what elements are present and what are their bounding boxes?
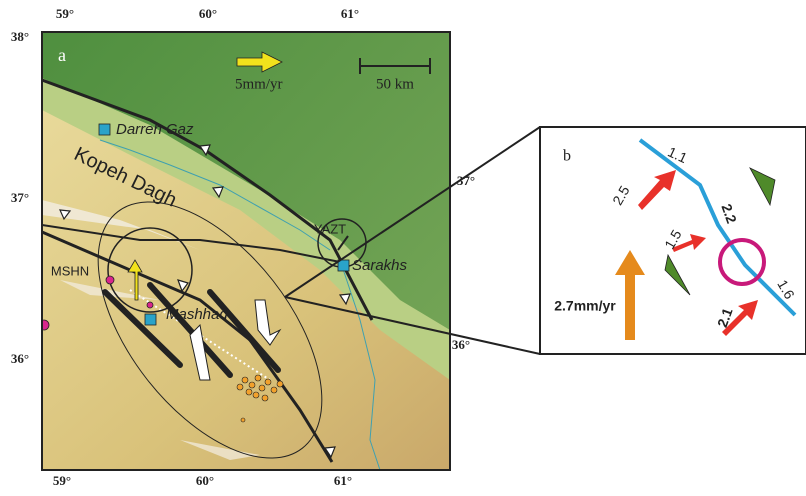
lon-label: 60°: [196, 473, 214, 488]
panel-label: b: [563, 148, 571, 165]
panel-label: a: [58, 45, 66, 65]
place-label: Darreh Gaz: [116, 121, 194, 138]
lat-label: 37°: [11, 190, 29, 205]
lon-label: 60°: [199, 6, 217, 21]
station-label: MSHN: [51, 263, 89, 278]
velocity-scale: 5mm/yr: [235, 76, 283, 92]
place-label: Sarakhs: [352, 257, 408, 274]
place-label: Mashhad: [166, 306, 228, 323]
lon-label: 61°: [341, 6, 359, 21]
distance-scale: 50 km: [376, 76, 414, 92]
velocity-label: 2.7mm/yr: [554, 298, 616, 314]
lon-label: 59°: [56, 6, 74, 21]
station-label: YAZT: [314, 221, 346, 236]
lon-label: 59°: [53, 473, 71, 488]
lat-label: 36°: [11, 351, 29, 366]
lat-label: 38°: [11, 29, 29, 44]
figure: 59° 60° 61° 59° 60° 61° 38° 37° 36° 37° …: [0, 0, 806, 491]
lon-label: 61°: [334, 473, 352, 488]
lat-label: 36°: [452, 337, 470, 352]
